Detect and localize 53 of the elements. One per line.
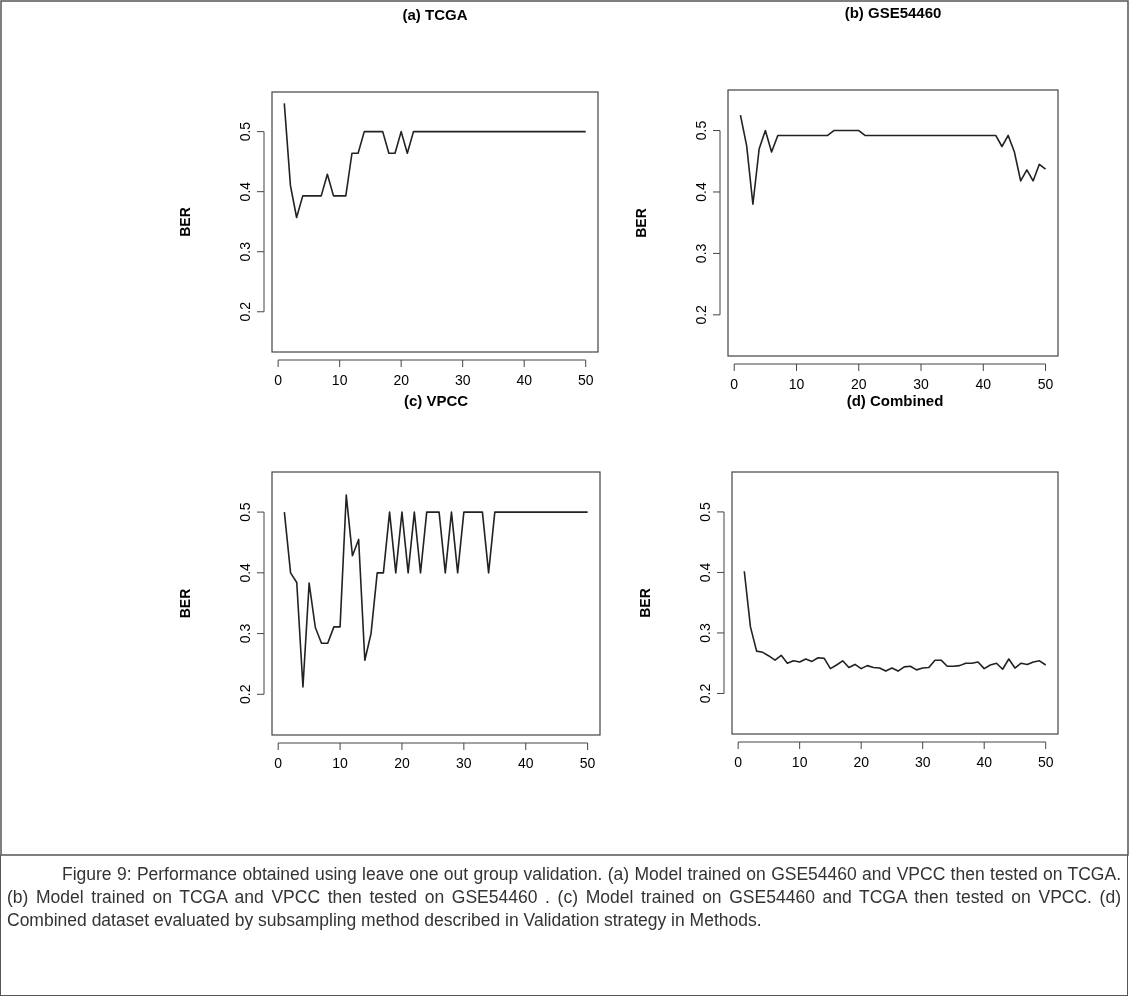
y-tick-label: 0.4 bbox=[697, 562, 713, 583]
y-axis-title: BER bbox=[637, 588, 653, 618]
y-tick-label: 0.5 bbox=[697, 501, 713, 522]
y-tick-label: 0.4 bbox=[693, 182, 709, 202]
x-tick-label: 0 bbox=[274, 755, 283, 771]
chart-title: (d) Combined bbox=[846, 392, 944, 409]
y-tick-label: 0.2 bbox=[237, 301, 253, 322]
y-axis-title: BER bbox=[177, 588, 193, 619]
x-tick-label: 30 bbox=[456, 755, 472, 771]
x-tick-label: 10 bbox=[791, 754, 808, 770]
y-tick-label: 0.3 bbox=[693, 243, 709, 264]
line-series bbox=[283, 494, 589, 688]
y-tick-label: 0.3 bbox=[237, 241, 253, 262]
x-tick-label: 20 bbox=[393, 372, 410, 388]
y-tick-label: 0.5 bbox=[693, 120, 709, 141]
x-tick-label: 20 bbox=[850, 376, 867, 392]
y-tick-label: 0.2 bbox=[697, 683, 713, 704]
y-tick-label: 0.4 bbox=[237, 562, 253, 583]
chart-title: (c) VPCC bbox=[403, 392, 469, 409]
x-tick-label: 50 bbox=[579, 755, 596, 771]
x-tick-label: 10 bbox=[331, 372, 348, 388]
x-tick-label: 20 bbox=[853, 754, 870, 770]
y-tick-label: 0.5 bbox=[237, 502, 253, 522]
x-tick-label: 50 bbox=[577, 372, 594, 388]
y-tick-label: 0.4 bbox=[237, 181, 253, 202]
y-tick-label: 0.2 bbox=[237, 684, 253, 705]
x-tick-label: 40 bbox=[517, 755, 534, 771]
y-tick-label: 0.3 bbox=[237, 623, 253, 644]
y-tick-label: 0.3 bbox=[697, 623, 713, 643]
y-tick-label: 0.2 bbox=[693, 304, 709, 325]
x-tick-label: 50 bbox=[1037, 376, 1054, 392]
x-tick-label: 40 bbox=[975, 376, 992, 392]
x-tick-label: 0 bbox=[274, 372, 283, 388]
x-tick-label: 10 bbox=[788, 376, 805, 392]
x-tick-label: 30 bbox=[914, 754, 931, 770]
y-axis-title: BER bbox=[177, 207, 193, 237]
x-tick-label: 30 bbox=[913, 376, 930, 392]
x-tick-label: 0 bbox=[734, 754, 743, 770]
caption: Figure 9: Performance obtained using leave one out group validation. (a) Model trained on GSE54460 and VPCC then tested on TCGA. (b) Model trained on TCGA and VPCC then tested on GSE54460 . (c) Model trained on GSE54460 and TCGA then tested on VPCC. (d) Combined dataset evaluated by subsampling method described in Validation strategy in Methods. bbox=[6, 863, 1122, 932]
line-series bbox=[739, 114, 1047, 206]
y-axis-title: BER bbox=[633, 208, 649, 238]
x-tick-label: 20 bbox=[394, 755, 410, 771]
x-tick-label: 40 bbox=[976, 754, 993, 770]
x-tick-label: 0 bbox=[730, 376, 739, 392]
x-tick-label: 10 bbox=[332, 755, 349, 771]
line-series bbox=[743, 570, 1047, 672]
x-tick-label: 30 bbox=[454, 372, 471, 388]
x-tick-label: 40 bbox=[516, 372, 533, 388]
y-tick-label: 0.5 bbox=[237, 121, 253, 142]
chart-title: (b) GSE54460 bbox=[844, 4, 942, 21]
chart-title: (a) TCGA bbox=[402, 6, 468, 23]
x-tick-label: 50 bbox=[1037, 754, 1054, 770]
line-series bbox=[283, 102, 587, 219]
